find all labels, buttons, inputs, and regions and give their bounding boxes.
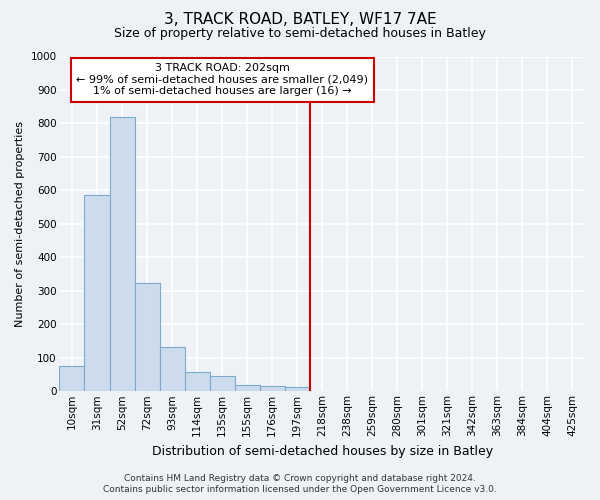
Bar [260, 386, 284, 392]
Bar [134, 283, 160, 392]
Bar [110, 117, 134, 392]
Bar [59, 366, 85, 392]
Bar [209, 376, 235, 392]
Y-axis label: Number of semi-detached properties: Number of semi-detached properties [15, 121, 25, 327]
Bar [185, 372, 209, 392]
Bar [235, 384, 260, 392]
Bar [85, 196, 110, 392]
Text: 3, TRACK ROAD, BATLEY, WF17 7AE: 3, TRACK ROAD, BATLEY, WF17 7AE [164, 12, 436, 28]
Text: 3 TRACK ROAD: 202sqm
← 99% of semi-detached houses are smaller (2,049)
1% of sem: 3 TRACK ROAD: 202sqm ← 99% of semi-detac… [76, 63, 368, 96]
Text: Contains HM Land Registry data © Crown copyright and database right 2024.
Contai: Contains HM Land Registry data © Crown c… [103, 474, 497, 494]
Bar [160, 346, 185, 392]
Bar [284, 387, 310, 392]
Text: Size of property relative to semi-detached houses in Batley: Size of property relative to semi-detach… [114, 28, 486, 40]
X-axis label: Distribution of semi-detached houses by size in Batley: Distribution of semi-detached houses by … [152, 444, 493, 458]
